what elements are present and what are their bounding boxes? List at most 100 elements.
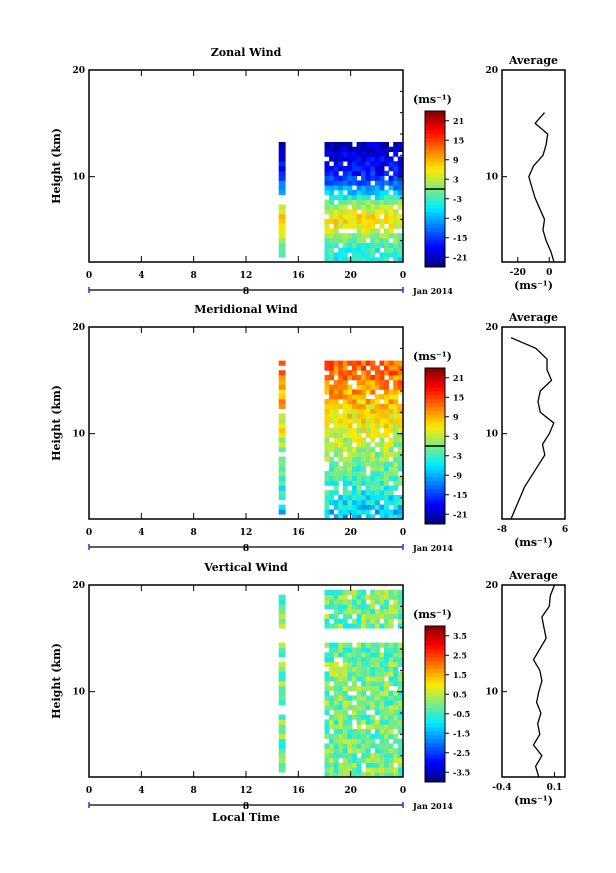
heatmap-cell <box>393 671 399 677</box>
heatmap-cell <box>342 509 348 515</box>
heatmap-cell <box>374 247 380 253</box>
heatmap-cell <box>329 418 335 424</box>
heatmap-cell <box>397 709 403 715</box>
heatmap-cell <box>347 218 353 224</box>
colorbar-swatch <box>425 173 445 178</box>
heatmap-cell <box>384 228 389 234</box>
heatmap-cell <box>397 609 403 615</box>
heatmap-cell <box>356 180 362 186</box>
heatmap-cell <box>342 418 348 424</box>
heatmap-cell <box>356 247 362 253</box>
heatmap-cell <box>361 442 367 448</box>
heatmap-cell <box>342 504 348 510</box>
heatmap-cell <box>384 685 389 691</box>
heatmap-cell <box>365 685 371 691</box>
heatmap-cell <box>388 714 394 720</box>
heatmap-cell <box>388 657 394 663</box>
heatmap-cell <box>347 451 353 457</box>
heatmap-cell <box>278 209 286 215</box>
heatmap-cell <box>379 509 385 515</box>
heatmap-cell <box>342 480 348 486</box>
heatmap-cell <box>393 218 399 224</box>
heatmap-cell <box>379 738 385 744</box>
heatmap-cell <box>361 671 367 677</box>
heatmap-cell <box>374 609 380 615</box>
colorbar-tick-label: 2.5 <box>453 650 467 660</box>
heatmap-cell <box>393 700 399 706</box>
heatmap-cell <box>361 204 367 210</box>
heatmap-cell <box>324 170 330 176</box>
x-tick-label: 20 <box>344 786 357 796</box>
colorbar-tick-label: -21 <box>453 252 467 262</box>
heatmap-cell <box>370 456 376 462</box>
heatmap-cell <box>329 700 335 706</box>
heatmap-cell <box>329 705 335 711</box>
heatmap-cell <box>356 238 362 244</box>
heatmap-cell <box>370 661 376 667</box>
heatmap-cell <box>342 209 348 215</box>
heatmap-cell <box>342 142 348 148</box>
heatmap-cell <box>374 719 380 725</box>
heatmap-cell <box>352 223 357 229</box>
heatmap-cell <box>370 690 376 696</box>
heatmap-cell <box>388 403 394 409</box>
colorbar-swatch <box>425 243 445 248</box>
heatmap-cell <box>379 657 385 663</box>
heatmap-cell <box>342 166 348 172</box>
heatmap-cell <box>278 427 286 433</box>
heatmap-cell <box>361 437 367 443</box>
heatmap-cell <box>388 509 394 515</box>
average-x-tick-label: 0.1 <box>547 783 563 793</box>
heatmap-cell <box>347 753 353 759</box>
heatmap-cell <box>278 204 286 210</box>
colorbar-tick-label: -15 <box>453 490 467 500</box>
heatmap-cell <box>338 685 344 691</box>
colorbar-swatch <box>425 688 445 693</box>
heatmap-cell <box>393 514 399 520</box>
heatmap-cell <box>384 233 389 239</box>
heatmap-cell <box>397 142 403 148</box>
heatmap-cell <box>278 418 286 424</box>
heatmap-cell <box>356 156 362 162</box>
heatmap-cell <box>361 471 367 477</box>
heatmap-cell <box>329 490 335 496</box>
heatmap-cell <box>397 456 403 462</box>
colorbar-swatch <box>425 410 445 416</box>
heatmap-cell <box>374 509 380 515</box>
heatmap-cell <box>361 618 367 624</box>
heatmap-cell <box>397 767 403 773</box>
heatmap-cell <box>338 442 344 448</box>
heatmap-cell <box>356 199 362 205</box>
heatmap-cell <box>370 247 376 253</box>
heatmap-cell <box>384 360 389 366</box>
heatmap-cell <box>329 218 335 224</box>
heatmap-cell <box>333 594 339 600</box>
heatmap-cell <box>278 594 286 600</box>
heatmap-cell <box>338 180 344 186</box>
heatmap-cell <box>342 413 348 419</box>
heatmap-cell <box>361 389 367 395</box>
heatmap-cell <box>324 151 330 157</box>
heatmap-cell <box>388 490 394 496</box>
heatmap-cell <box>379 757 385 763</box>
heatmap-cell <box>374 190 380 196</box>
heatmap-cell <box>347 437 353 443</box>
heatmap-cell <box>384 499 389 505</box>
heatmap-cell <box>324 589 330 595</box>
heatmap-cell <box>379 753 385 759</box>
heatmap-cell <box>397 623 403 629</box>
heatmap-cell <box>329 475 335 481</box>
heatmap-cell <box>338 146 344 152</box>
heatmap-cell <box>379 151 385 157</box>
heatmap-cell <box>365 738 371 744</box>
heatmap-cell <box>374 399 380 405</box>
heatmap-cell <box>397 700 403 706</box>
colorbar-tick-label: 21 <box>453 116 464 126</box>
heatmap-cell <box>338 623 344 629</box>
heatmap-cell <box>388 427 394 433</box>
colorbar-swatch <box>425 153 445 159</box>
heatmap-cell <box>338 204 344 210</box>
heatmap-cell <box>379 772 385 778</box>
heatmap-cell <box>379 714 385 720</box>
heatmap-cell <box>324 490 330 496</box>
